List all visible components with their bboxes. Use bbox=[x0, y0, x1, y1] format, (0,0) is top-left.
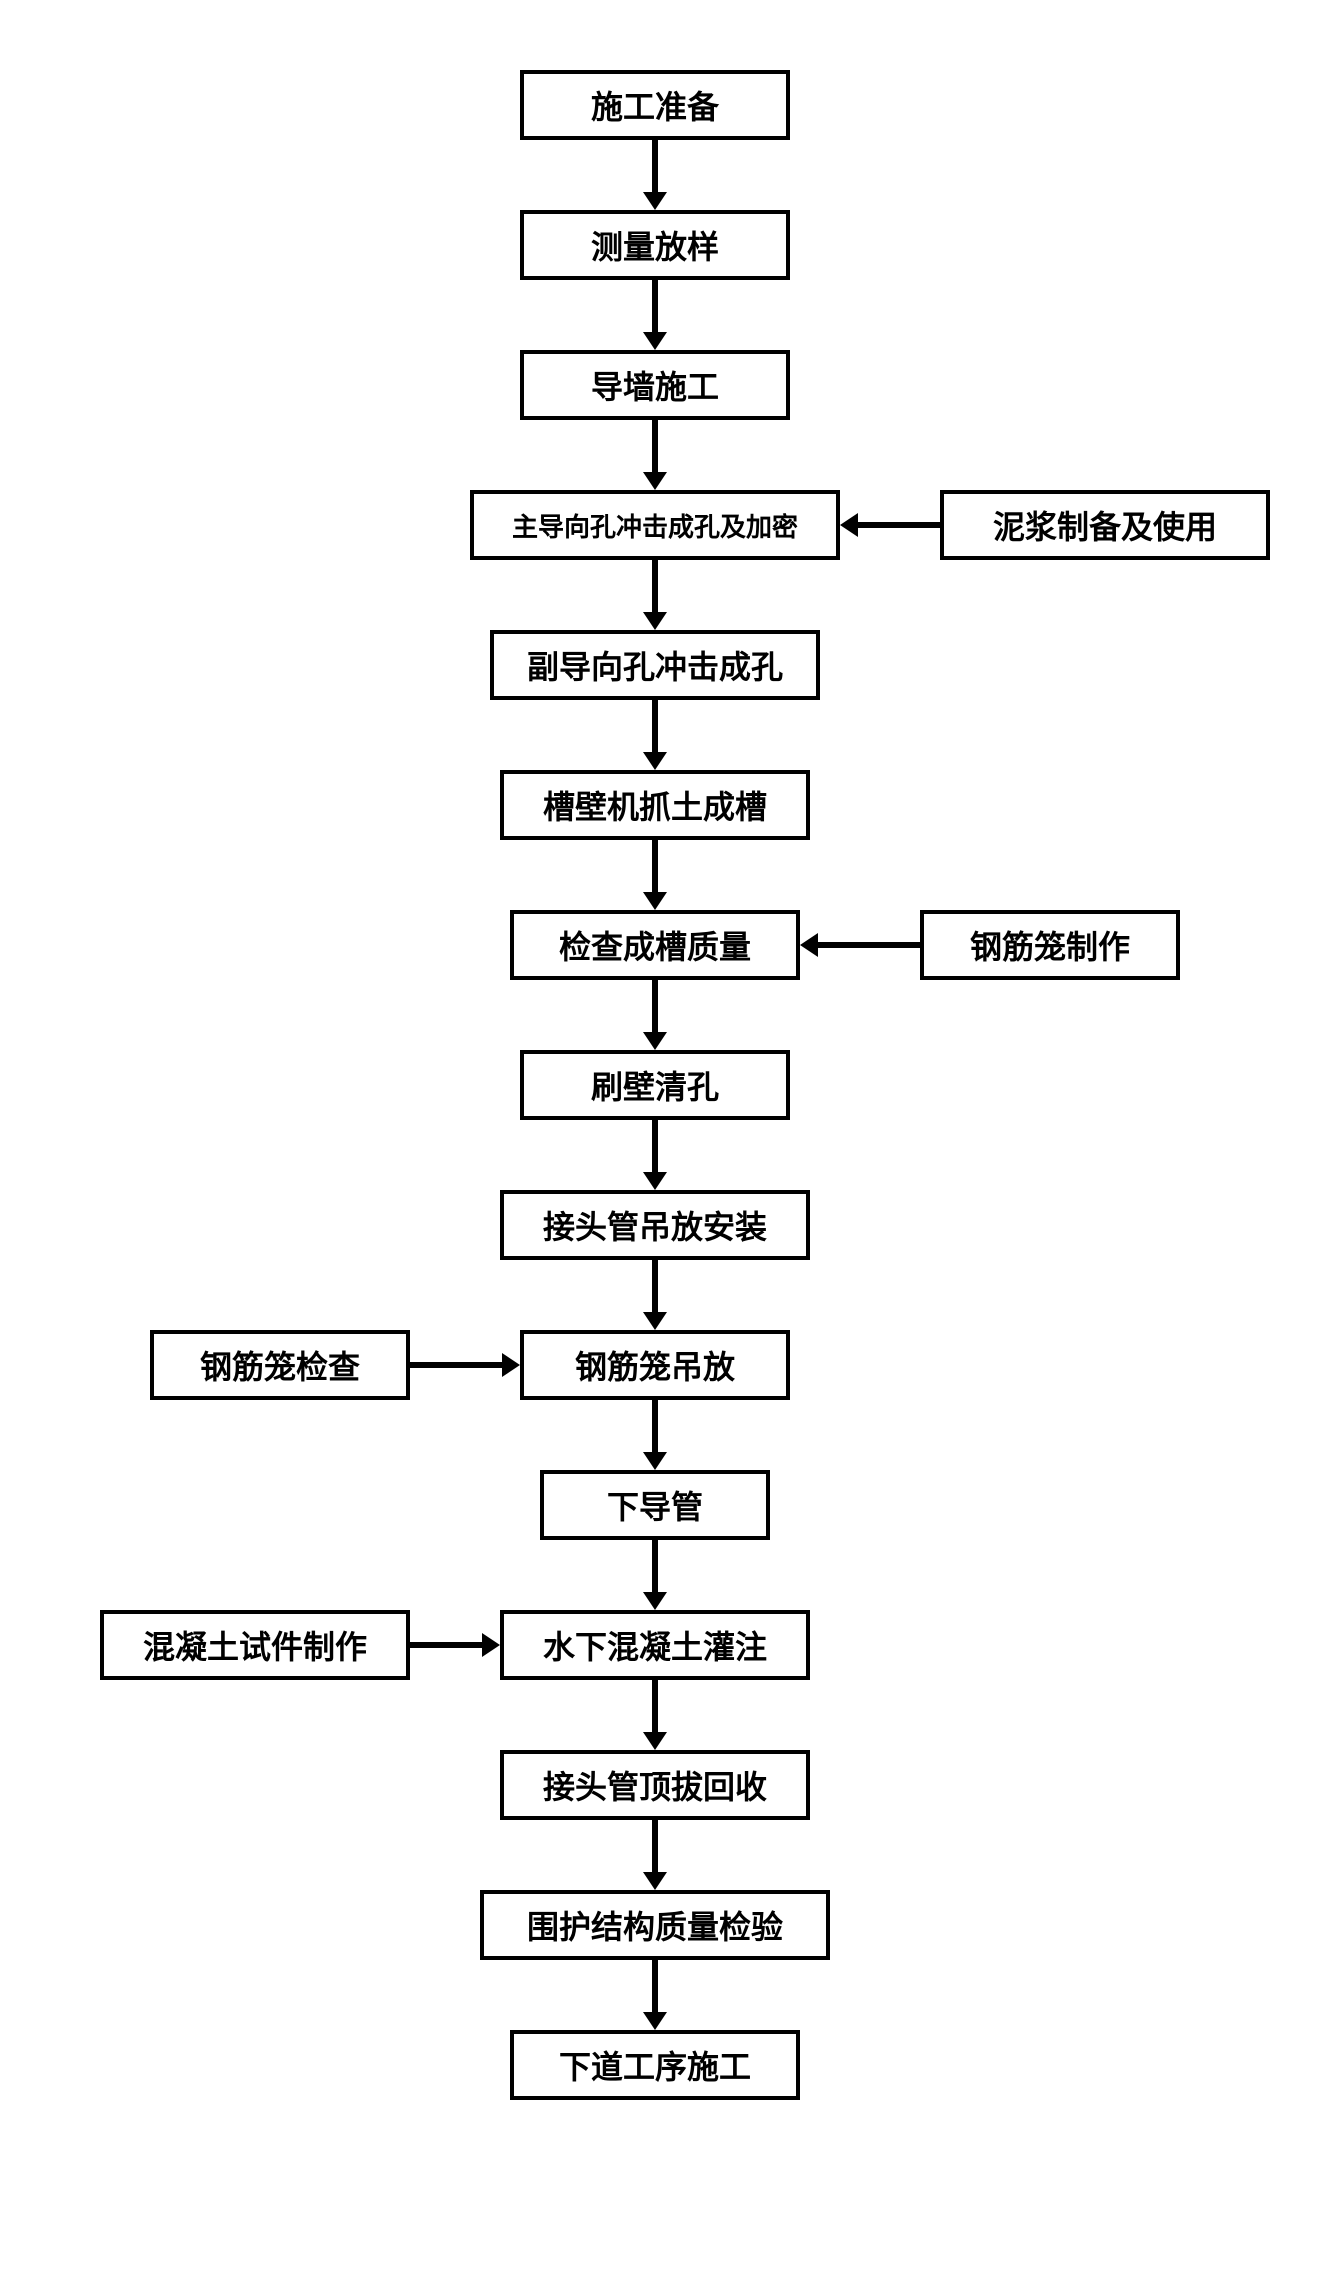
node-brush-wall: 刷壁清孔 bbox=[520, 1050, 790, 1120]
arrow-line bbox=[652, 1820, 658, 1875]
arrow-right-icon bbox=[502, 1353, 520, 1377]
node-joint-pipe-recover: 接头管顶拔回收 bbox=[500, 1750, 810, 1820]
node-guide-wall: 导墙施工 bbox=[520, 350, 790, 420]
node-label: 混凝土试件制作 bbox=[143, 1622, 367, 1668]
node-label: 施工准备 bbox=[591, 82, 719, 128]
node-label: 测量放样 bbox=[591, 222, 719, 268]
node-prep: 施工准备 bbox=[520, 70, 790, 140]
node-rebar-cage-make: 钢筋笼制作 bbox=[920, 910, 1180, 980]
arrow-down-icon bbox=[643, 472, 667, 490]
arrow-left-icon bbox=[840, 513, 858, 537]
node-underwater-concrete: 水下混凝土灌注 bbox=[500, 1610, 810, 1680]
arrow-down-icon bbox=[643, 752, 667, 770]
arrow-line bbox=[410, 1362, 502, 1368]
node-mud-prep: 泥浆制备及使用 bbox=[940, 490, 1270, 560]
node-label: 接头管吊放安装 bbox=[543, 1202, 767, 1248]
arrow-down-icon bbox=[643, 1452, 667, 1470]
node-grab-soil: 槽壁机抓土成槽 bbox=[500, 770, 810, 840]
node-label: 钢筋笼制作 bbox=[970, 922, 1130, 968]
arrow-down-icon bbox=[643, 1172, 667, 1190]
node-label: 下导管 bbox=[607, 1482, 703, 1528]
arrow-down-icon bbox=[643, 892, 667, 910]
arrow-line bbox=[652, 560, 658, 615]
arrow-down-icon bbox=[643, 332, 667, 350]
arrow-line bbox=[652, 420, 658, 475]
node-label: 围护结构质量检验 bbox=[527, 1902, 783, 1948]
arrow-down-icon bbox=[643, 1872, 667, 1890]
arrow-line bbox=[652, 1540, 658, 1595]
node-label: 刷壁清孔 bbox=[591, 1062, 719, 1108]
arrow-line bbox=[652, 1680, 658, 1735]
node-label: 泥浆制备及使用 bbox=[993, 502, 1217, 548]
node-guide-pipe: 下导管 bbox=[540, 1470, 770, 1540]
arrow-line bbox=[410, 1642, 482, 1648]
flowchart-container: 施工准备 测量放样 导墙施工 主导向孔冲击成孔及加密 泥浆制备及使用 副导向孔冲… bbox=[20, 40, 1341, 2242]
arrow-down-icon bbox=[643, 1592, 667, 1610]
arrow-line bbox=[652, 700, 658, 755]
node-label: 槽壁机抓土成槽 bbox=[543, 782, 767, 828]
node-label: 钢筋笼检查 bbox=[200, 1342, 360, 1388]
arrow-down-icon bbox=[643, 2012, 667, 2030]
node-rebar-cage-check: 钢筋笼检查 bbox=[150, 1330, 410, 1400]
arrow-left-icon bbox=[800, 933, 818, 957]
node-enclosure-quality: 围护结构质量检验 bbox=[480, 1890, 830, 1960]
arrow-down-icon bbox=[643, 192, 667, 210]
arrow-line bbox=[652, 1400, 658, 1455]
arrow-line bbox=[652, 1260, 658, 1315]
node-label: 水下混凝土灌注 bbox=[543, 1622, 767, 1668]
node-label: 主导向孔冲击成孔及加密 bbox=[512, 507, 798, 544]
node-label: 检查成槽质量 bbox=[559, 922, 751, 968]
node-main-hole: 主导向孔冲击成孔及加密 bbox=[470, 490, 840, 560]
arrow-line bbox=[652, 980, 658, 1035]
node-label: 副导向孔冲击成孔 bbox=[527, 642, 783, 688]
arrow-down-icon bbox=[643, 612, 667, 630]
arrow-down-icon bbox=[643, 1732, 667, 1750]
arrow-line bbox=[652, 1120, 658, 1175]
node-label: 下道工序施工 bbox=[559, 2042, 751, 2088]
arrow-line bbox=[652, 840, 658, 895]
node-concrete-specimen: 混凝土试件制作 bbox=[100, 1610, 410, 1680]
arrow-right-icon bbox=[482, 1633, 500, 1657]
arrow-line bbox=[652, 280, 658, 335]
node-rebar-cage-lift: 钢筋笼吊放 bbox=[520, 1330, 790, 1400]
node-label: 导墙施工 bbox=[591, 362, 719, 408]
node-secondary-hole: 副导向孔冲击成孔 bbox=[490, 630, 820, 700]
arrow-line bbox=[818, 942, 920, 948]
node-label: 接头管顶拔回收 bbox=[543, 1762, 767, 1808]
arrow-line bbox=[652, 1960, 658, 2015]
node-joint-pipe-install: 接头管吊放安装 bbox=[500, 1190, 810, 1260]
arrow-line bbox=[858, 522, 940, 528]
arrow-down-icon bbox=[643, 1032, 667, 1050]
arrow-line bbox=[652, 140, 658, 195]
node-survey: 测量放样 bbox=[520, 210, 790, 280]
node-check-groove: 检查成槽质量 bbox=[510, 910, 800, 980]
node-label: 钢筋笼吊放 bbox=[575, 1342, 735, 1388]
node-next-process: 下道工序施工 bbox=[510, 2030, 800, 2100]
arrow-down-icon bbox=[643, 1312, 667, 1330]
